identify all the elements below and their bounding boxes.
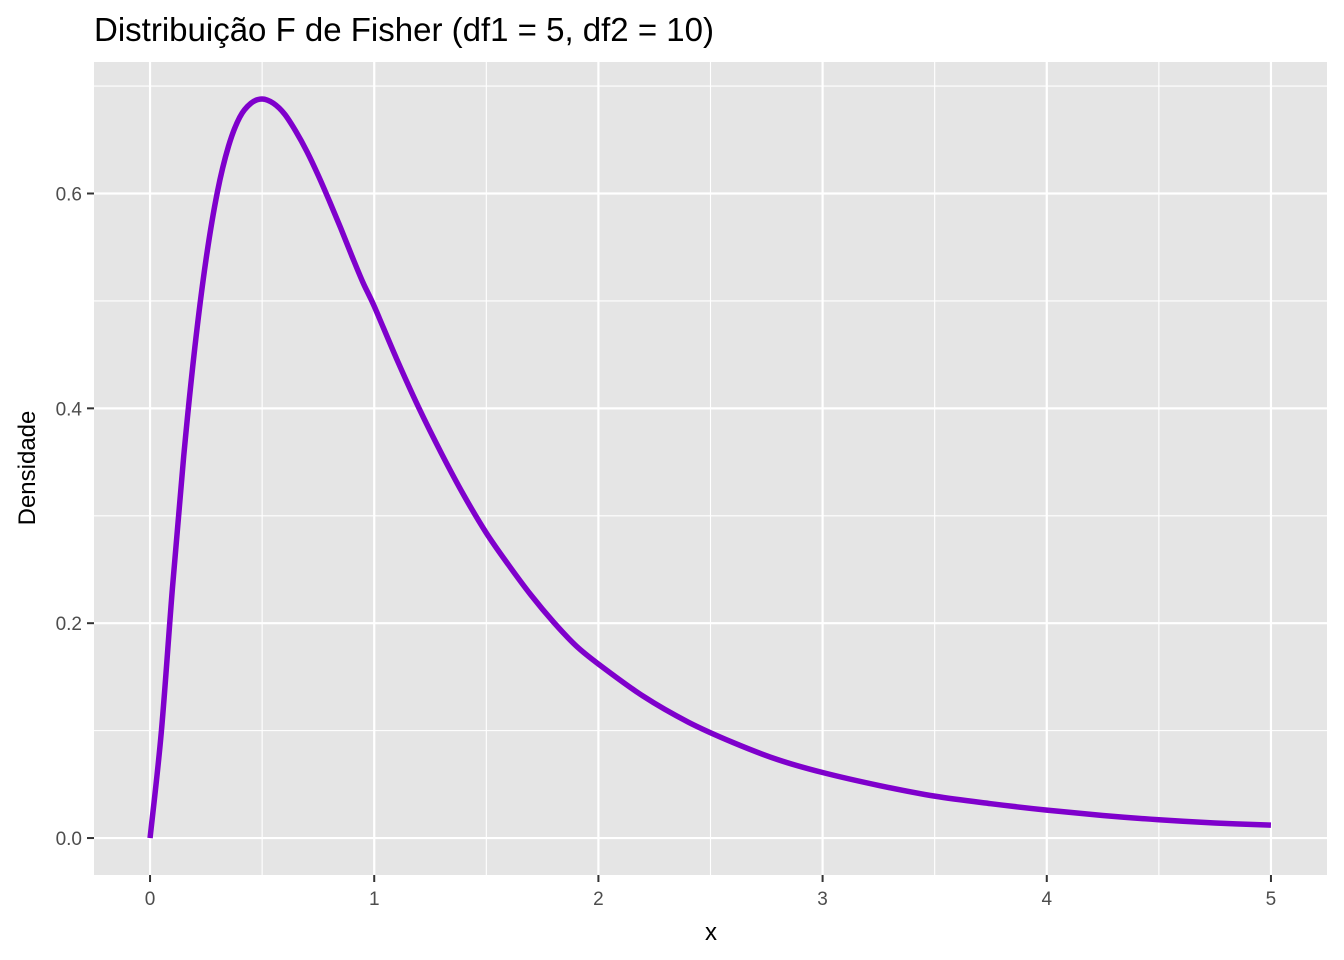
x-tick-label: 1 — [369, 889, 380, 910]
major-gridlines — [94, 62, 1327, 875]
y-tick-label: 0.0 — [56, 829, 82, 850]
y-tick-label: 0.4 — [56, 399, 83, 420]
x-tick-label: 3 — [817, 889, 828, 910]
y-axis: 0.0 0.2 0.4 0.6 — [56, 184, 94, 850]
y-tick-label: 0.6 — [56, 184, 82, 205]
x-axis-title: x — [705, 919, 717, 946]
x-tick-label: 2 — [593, 889, 604, 910]
x-tick-label: 4 — [1041, 889, 1052, 910]
series-layer — [147, 96, 1272, 839]
y-tick-label: 0.2 — [56, 614, 82, 635]
x-axis: 0 1 2 3 4 5 — [145, 875, 1276, 910]
chart-title: Distribuição F de Fisher (df1 = 5, df2 =… — [94, 11, 714, 48]
x-tick-label: 5 — [1266, 889, 1277, 910]
x-tick-label: 0 — [145, 889, 156, 910]
y-axis-title: Densidade — [14, 411, 41, 526]
density-curve — [147, 96, 1272, 839]
